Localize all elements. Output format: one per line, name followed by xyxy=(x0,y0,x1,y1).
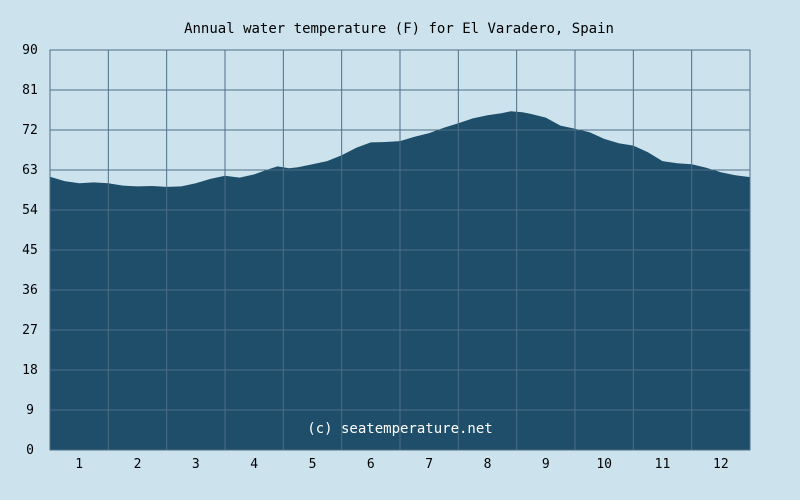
x-tick-label: 5 xyxy=(309,457,317,472)
y-tick-label: 9 xyxy=(26,403,34,418)
plot-area xyxy=(49,49,751,451)
x-tick-label: 2 xyxy=(134,457,142,472)
chart-title: Annual water temperature (F) for El Vara… xyxy=(184,21,614,37)
x-tick-label: 4 xyxy=(250,457,258,472)
x-tick-label: 8 xyxy=(484,457,492,472)
x-tick-label: 10 xyxy=(596,457,612,472)
y-tick-label: 90 xyxy=(22,43,38,58)
x-tick-label: 11 xyxy=(655,457,671,472)
x-axis-ticks: 1 2 3 4 5 6 7 8 9 10 11 12 xyxy=(75,457,728,472)
y-tick-label: 63 xyxy=(22,163,38,178)
y-tick-label: 54 xyxy=(22,203,38,218)
x-tick-label: 7 xyxy=(425,457,433,472)
x-tick-label: 9 xyxy=(542,457,550,472)
y-tick-label: 81 xyxy=(22,83,38,98)
y-tick-label: 72 xyxy=(22,123,38,138)
y-tick-label: 45 xyxy=(22,243,38,258)
plot-frame xyxy=(49,49,751,451)
x-tick-label: 3 xyxy=(192,457,200,472)
credit-text: (c) seatemperature.net xyxy=(307,421,492,437)
y-tick-label: 18 xyxy=(22,363,38,378)
y-tick-label: 36 xyxy=(22,283,38,298)
x-tick-label: 6 xyxy=(367,457,375,472)
y-tick-label: 0 xyxy=(26,443,34,458)
y-tick-label: 27 xyxy=(22,323,38,338)
x-tick-label: 12 xyxy=(713,457,729,472)
x-tick-label: 1 xyxy=(75,457,83,472)
y-axis-ticks: 0 9 18 27 36 45 54 63 72 81 90 xyxy=(22,43,38,458)
